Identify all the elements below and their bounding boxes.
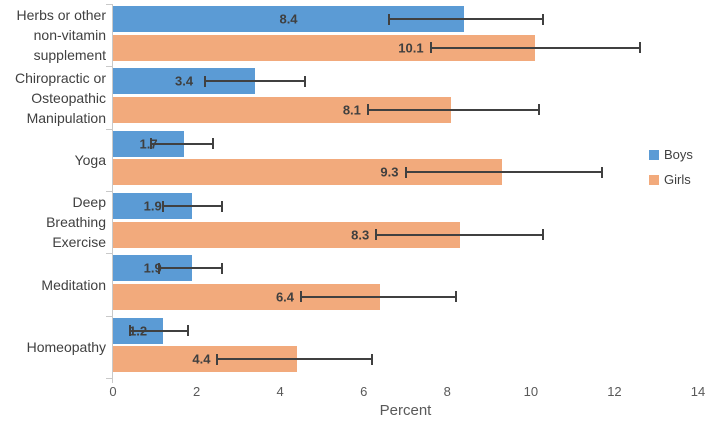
value-label: 4.4 [192, 351, 211, 367]
error-bar [430, 46, 640, 49]
error-bar [150, 142, 214, 145]
error-bar-cap-high [371, 353, 374, 365]
error-bar [388, 18, 544, 20]
value-label: 6.4 [275, 289, 295, 305]
error-bar [217, 358, 373, 361]
value-label: 8.4 [279, 11, 298, 27]
value-label: 10.1 [398, 40, 424, 55]
y-axis-line [112, 4, 113, 383]
error-bar-cap-high [454, 291, 457, 303]
legend-label: Boys [664, 147, 693, 162]
error-bar-cap-high [304, 75, 307, 87]
category-label: Chiropractic or Osteopathic Manipulation [14, 69, 106, 126]
x-tick-label: 2 [192, 384, 201, 399]
plot-area: 8.4 10.1 3.4 8.1 1.7 9.3 1.9 8.3 1.9 6.4 1.2 4.4 [113, 4, 698, 378]
error-bar [301, 295, 456, 298]
error-bar-cap-low [157, 262, 160, 274]
error-bar [204, 80, 306, 83]
category-label: Yoga [74, 151, 106, 168]
y-axis-tick [106, 191, 112, 192]
error-bar-cap-low [387, 13, 390, 25]
error-bar-cap-high [542, 229, 545, 240]
x-axis-title: Percent [379, 402, 432, 419]
legend-swatch-boys [649, 149, 659, 160]
error-bar-cap-low [149, 138, 152, 150]
error-bar-cap-low [375, 229, 378, 240]
error-bar-cap-high [187, 325, 190, 337]
category-label: Meditation [41, 276, 106, 293]
error-bar-cap-high [542, 13, 545, 25]
error-bar [376, 233, 544, 236]
value-label: 9.3 [380, 164, 399, 180]
value-label: 1.9 [143, 198, 162, 214]
legend-label: Girls [664, 172, 691, 187]
value-label: 1.9 [143, 260, 162, 276]
category-label: Homeopathy [26, 338, 106, 355]
legend-item-girls: Girls [649, 172, 693, 187]
value-label: 8.3 [351, 227, 370, 242]
legend-item-boys: Boys [649, 147, 693, 162]
y-axis-tick [106, 253, 112, 255]
value-label: 1.2 [129, 323, 148, 339]
error-bar-cap-low [429, 42, 432, 53]
category-label: Herbs or other non-vitamin supplement [16, 7, 106, 64]
legend: Boys Girls [649, 147, 693, 197]
error-bar-cap-high [220, 262, 223, 274]
error-bar-cap-low [128, 325, 131, 337]
x-tick-label: 4 [276, 384, 284, 399]
error-bar-cap-low [162, 200, 165, 212]
error-bar [163, 205, 222, 207]
y-axis-tick [106, 4, 112, 5]
error-bar-cap-low [203, 75, 206, 87]
value-label: 3.4 [174, 73, 194, 89]
error-bar [158, 267, 222, 270]
x-tick-label: 8 [443, 384, 451, 399]
y-axis-tick [106, 315, 112, 317]
error-bar-cap-low [404, 166, 407, 178]
x-tick-label: 6 [360, 384, 368, 399]
x-tick-label: 0 [109, 384, 117, 399]
y-axis-tick [106, 378, 112, 379]
x-tick-label: 10 [523, 384, 539, 399]
category-label: Deep Breathing Exercise [46, 194, 106, 251]
y-axis-tick [106, 66, 112, 68]
y-axis-tick [106, 128, 112, 130]
error-bar-cap-high [538, 104, 541, 116]
x-tick-label: 12 [607, 384, 622, 399]
error-bar-cap-high [638, 42, 641, 53]
error-bar-cap-low [366, 104, 369, 116]
error-bar [129, 329, 189, 332]
legend-swatch-girls [649, 174, 659, 185]
error-bar-cap-high [600, 166, 603, 178]
error-bar-cap-low [300, 291, 303, 303]
error-bar-cap-high [220, 200, 223, 212]
error-bar-cap-low [216, 353, 219, 365]
x-tick-label: 14 [690, 384, 706, 399]
error-bar [367, 108, 540, 111]
value-label: 1.7 [139, 136, 158, 152]
error-bar-cap-high [212, 138, 215, 150]
value-label: 8.1 [342, 102, 361, 118]
error-bar [405, 171, 602, 174]
